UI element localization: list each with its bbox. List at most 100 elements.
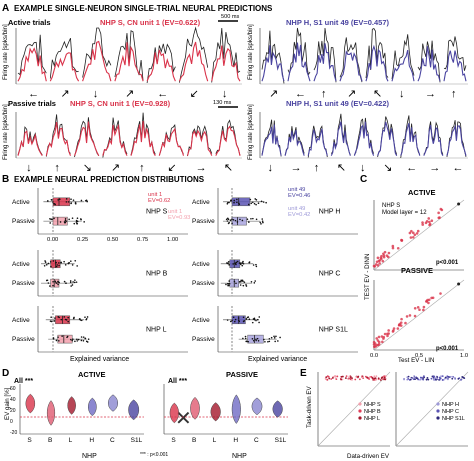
box-b-h-point	[231, 222, 233, 225]
box-b-s-row-label: Passive	[12, 218, 35, 225]
box-b-s1l-point	[258, 316, 261, 318]
box-b-b-point	[57, 280, 59, 283]
box-b-b-point	[73, 281, 76, 284]
box-b-s1l-row-label: Active	[192, 317, 210, 324]
box-b-c-point	[253, 282, 256, 284]
trace-s-active-data	[82, 27, 112, 78]
box-b-l-point	[66, 335, 69, 338]
box-b-s1l-point	[255, 338, 257, 341]
box-b-c-point	[240, 262, 242, 264]
box-b-h-point	[261, 218, 264, 220]
direction-arrow-icon: ↓	[26, 162, 32, 174]
violin-active-category: S1L	[131, 437, 143, 444]
scatter-c-passive-point	[377, 343, 381, 346]
scatter-e-right-legend-swatch	[436, 402, 440, 406]
direction-arrow-icon: →	[291, 162, 302, 174]
box-b-b-point	[49, 285, 51, 287]
panel-e-xlabel: Data-driven EV	[347, 453, 390, 460]
scatter-c-active-point	[437, 216, 441, 220]
box-b-c-box	[229, 259, 241, 269]
box-b-b-point	[71, 284, 74, 286]
trace-s-active-prediction	[211, 45, 241, 82]
scatter-c-passive-highlight-point	[457, 282, 461, 286]
box-b-s-point	[51, 199, 53, 201]
scatter-c-active-point	[421, 221, 424, 224]
box-b-h-box	[231, 216, 247, 226]
scatter-e-left-point	[348, 375, 351, 378]
scatter-e-left-point	[341, 378, 344, 381]
trace-h-active-data	[339, 37, 363, 83]
box-b-c-point	[234, 262, 237, 264]
trace-h-active-data	[313, 27, 337, 83]
scatter-e-right-point	[454, 376, 456, 379]
trace-h-active-prediction	[417, 46, 441, 82]
box-b-c-point	[227, 283, 229, 285]
box-b-s-point	[80, 199, 83, 202]
scatter-e-left-point	[345, 375, 348, 377]
box-b-h-point	[262, 201, 265, 203]
box-tick: 0.75	[137, 237, 148, 243]
scatter-e-left-point	[326, 375, 329, 378]
scatter-e-right-point	[433, 377, 436, 380]
scatter-c-passive-point	[376, 339, 380, 342]
box-b-s1l-point	[255, 319, 257, 322]
scatter-c-passive-point	[383, 332, 387, 336]
trace-h-passive-prediction	[307, 128, 328, 156]
box-b-b-point	[63, 260, 65, 263]
box-b-b-point	[69, 281, 72, 284]
scatter-e-left-point	[340, 375, 343, 378]
scatter-c-active-point	[428, 220, 431, 224]
box-b-b-point	[67, 262, 70, 265]
trace-s-passive-prediction	[102, 123, 128, 156]
box-b-l-point	[82, 336, 85, 338]
scatter-c-passive-point	[386, 332, 389, 336]
scatter-c-passive-point	[397, 323, 401, 327]
panel-b-xlabel-left: Explained variance	[70, 356, 129, 363]
scatter-e-left-point	[334, 377, 337, 379]
direction-arrow-icon: →	[196, 162, 207, 174]
panel-d-all-passive: All ***	[168, 378, 187, 385]
scatter-c-passive-point	[416, 306, 420, 309]
violin-ytick: 60	[10, 386, 16, 392]
box-b-s1l-point	[279, 336, 281, 339]
box-b-b-point	[52, 284, 54, 287]
scatter-e-left-point	[336, 375, 339, 378]
annot-s-active-unit: unit 1	[148, 192, 162, 198]
direction-arrow-icon: ↓	[360, 162, 366, 174]
violin-active-category: B	[48, 437, 52, 444]
trace-h-passive-prediction	[353, 121, 375, 156]
box-b-h-point	[236, 221, 239, 223]
box-b-s1l-point	[226, 319, 229, 321]
box-b-s1l-point	[256, 318, 259, 321]
box-b-c-point	[255, 265, 258, 268]
box-b-s-point	[75, 221, 78, 223]
scatter-e-right-point	[440, 375, 442, 378]
box-b-h-point	[251, 201, 254, 204]
scatter-e-right-point	[422, 375, 425, 378]
scatter-e-right-point	[436, 377, 438, 380]
trace-h-active-prediction	[261, 45, 285, 82]
trace-s-active-prediction	[17, 47, 47, 82]
scatter-e-right-legend-label: NHP S1L	[442, 416, 465, 422]
box-tick: 0.50	[107, 237, 118, 243]
panel-d-xlabel-right: NHP	[232, 453, 247, 460]
box-b-s1l-point	[258, 321, 260, 324]
box-b-c-point	[245, 284, 247, 286]
scale-active: 500 ms	[221, 14, 240, 20]
box-b-s1l-point	[247, 340, 250, 343]
scatter-c-passive-point	[404, 321, 407, 325]
panel-d-title-active: ACTIVE	[78, 370, 106, 379]
scatter-e-right-legend-label: NHP C	[442, 409, 459, 415]
direction-arrow-icon: ↗	[111, 162, 120, 174]
box-b-s-point	[86, 200, 88, 203]
box-b-c-point	[243, 281, 246, 283]
box-b-h-point	[260, 223, 262, 225]
scatter-c-tick: 0.0	[370, 353, 378, 359]
box-b-c-point	[232, 263, 234, 265]
direction-arrow-icon: →	[429, 162, 440, 174]
box-b-c-row-label: Active	[192, 261, 210, 268]
scatter-c-passive-point	[372, 340, 376, 344]
panel-c-title-passive: PASSIVE	[401, 266, 433, 275]
